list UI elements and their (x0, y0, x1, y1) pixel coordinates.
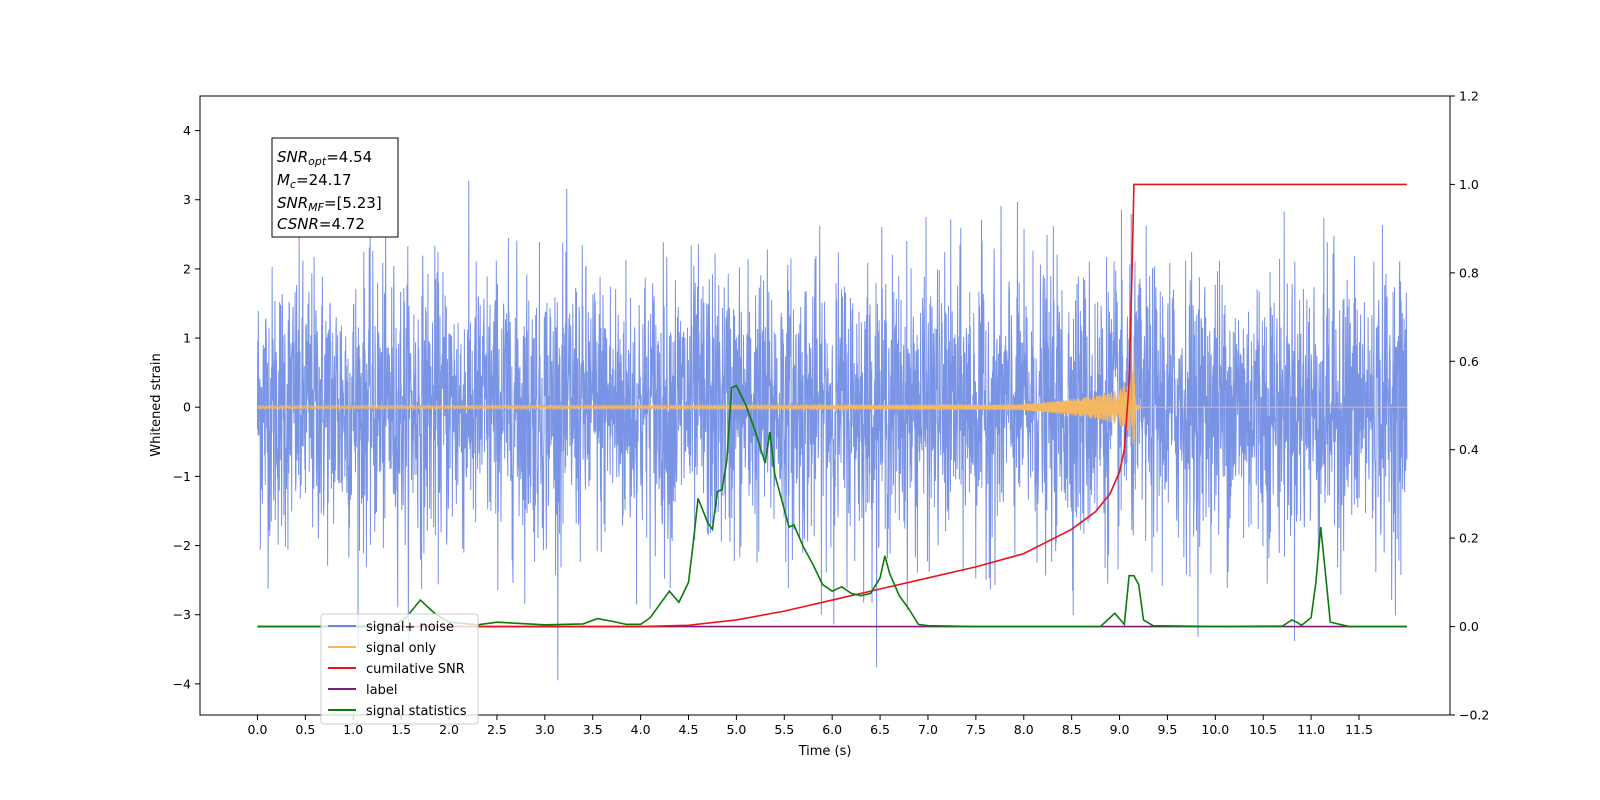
series-signal-statistics (257, 384, 1407, 628)
right-y-tick-label: 0.0 (1459, 619, 1479, 634)
x-tick-label: 2.0 (439, 722, 459, 737)
legend-label-signal-noise: signal+ noise (366, 620, 454, 635)
x-tick-label: 4.5 (679, 722, 699, 737)
x-tick-label: 11.0 (1297, 722, 1325, 737)
legend-label-signal-statistics: signal statistics (366, 704, 467, 719)
left-y-tick-label: 1 (183, 331, 191, 346)
right-y-tick-label: 1.0 (1459, 177, 1479, 192)
stats-snr-opt: SNRopt=4.54 (277, 148, 372, 168)
stats-snr-mf: SNRMF=[5.23] (277, 194, 382, 214)
stats-csnr: CSNR=4.72 (277, 215, 365, 233)
x-axis: 0.0 0.5 1.0 1.5 2.0 2.5 3.0 3.5 4.0 4.5 5.0 5.5 6.0 6… (248, 715, 1373, 737)
left-y-tick-label: −4 (173, 676, 191, 691)
right-y-tick-label: 0.4 (1459, 442, 1479, 457)
legend-label-label: label (366, 683, 397, 698)
series-signal-only (257, 352, 1407, 444)
series-signal-noise (256, 180, 1408, 681)
x-tick-label: 3.5 (583, 722, 603, 737)
left-y-tick-label: −3 (173, 607, 191, 622)
left-y-tick-label: −1 (173, 469, 191, 484)
stats-annotation-box: SNRopt=4.54 Mc=24.17 SNRMF=[5.23] CSNR=4… (271, 137, 399, 238)
left-y-axis: −4 −3 −2 −1 0 1 2 3 4 (173, 123, 200, 691)
plot-area-frame (199, 95, 1451, 716)
x-tick-label: 11.5 (1345, 722, 1373, 737)
series-cumulative-snr (257, 183, 1407, 628)
x-tick-label: 8.5 (1062, 722, 1082, 737)
x-tick-label: 8.0 (1014, 722, 1034, 737)
left-y-axis-label: Whitened strain (149, 353, 164, 456)
x-tick-label: 7.0 (918, 722, 938, 737)
x-tick-label: 10.0 (1201, 722, 1229, 737)
left-y-tick-label: 0 (183, 400, 191, 415)
left-y-tick-label: 2 (183, 261, 191, 276)
x-tick-label: 7.5 (966, 722, 986, 737)
stats-box-frame (271, 137, 399, 238)
right-y-axis: −0.2 0.0 0.2 0.4 0.6 0.8 1.0 1.2 (1450, 89, 1489, 723)
right-y-tick-label: 0.6 (1459, 354, 1479, 369)
stats-mc: Mc=24.17 (277, 171, 352, 191)
right-y-tick-label: 0.8 (1459, 265, 1479, 280)
x-tick-label: 4.0 (631, 722, 651, 737)
right-y-tick-label: −0.2 (1459, 708, 1489, 723)
legend-frame (320, 613, 479, 725)
x-tick-label: 5.5 (774, 722, 794, 737)
right-y-tick-label: 1.2 (1459, 89, 1479, 104)
x-axis-label: Time (s) (798, 744, 852, 759)
legend-label-signal-only: signal only (366, 641, 436, 656)
x-tick-label: 1.0 (343, 722, 363, 737)
x-tick-label: 6.0 (822, 722, 842, 737)
x-tick-label: 9.5 (1157, 722, 1177, 737)
legend-label-cumulative-snr: cumilative SNR (366, 662, 465, 677)
x-tick-label: 1.5 (391, 722, 411, 737)
x-tick-label: 3.0 (535, 722, 555, 737)
left-y-tick-label: 4 (183, 123, 191, 138)
left-y-tick-label: −2 (173, 538, 191, 553)
x-tick-label: 9.0 (1110, 722, 1130, 737)
x-tick-label: 6.5 (870, 722, 890, 737)
x-tick-label: 0.0 (248, 722, 268, 737)
x-tick-label: 0.5 (295, 722, 315, 737)
x-tick-label: 2.5 (487, 722, 507, 737)
right-y-tick-label: 0.2 (1459, 531, 1479, 546)
x-tick-label: 5.0 (726, 722, 746, 737)
x-tick-label: 10.5 (1249, 722, 1277, 737)
legend: signal+ noise signal only cumilative SNR… (320, 613, 479, 725)
left-y-tick-label: 3 (183, 192, 191, 207)
